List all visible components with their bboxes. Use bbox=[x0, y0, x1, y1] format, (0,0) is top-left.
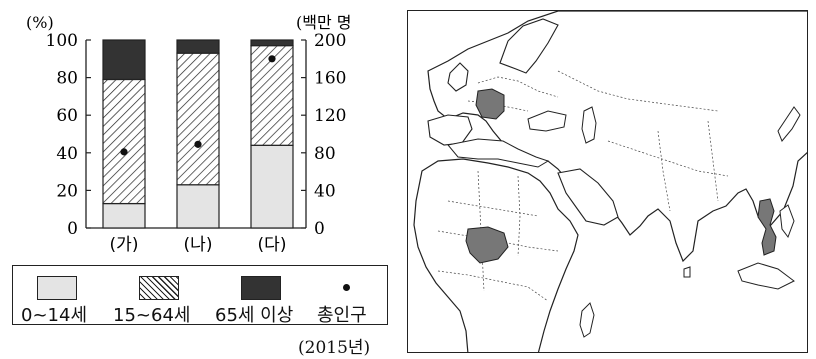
legend-label-15-64: 15~64세 bbox=[113, 305, 191, 326]
chart-legend: 0~14세 15~64세 65세 이상 총인구 bbox=[12, 265, 388, 326]
legend-swatch-0-14 bbox=[37, 276, 77, 300]
left-axis-label: (%) bbox=[26, 13, 54, 32]
philippines bbox=[779, 204, 795, 239]
bar-segment-0-14 bbox=[250, 144, 294, 229]
highlight-vietnam bbox=[757, 198, 777, 256]
left-tick-label: 60 bbox=[56, 106, 78, 126]
highlight-nigeria bbox=[465, 226, 509, 264]
map-svg bbox=[413, 11, 807, 352]
country-borders bbox=[437, 70, 729, 302]
legend-label-total-population: 총인구 bbox=[317, 305, 367, 326]
legend-label-0-14: 0~14세 bbox=[21, 305, 87, 326]
year-note: (2015년) bbox=[298, 338, 371, 358]
chart-total-population-dots bbox=[120, 55, 276, 156]
british-isles bbox=[447, 62, 469, 92]
legend-swatch-15-64 bbox=[139, 276, 179, 300]
mediterranean-sea bbox=[447, 138, 550, 168]
right-axis-label: (백만 명 bbox=[296, 13, 352, 32]
left-tick-label: 80 bbox=[56, 69, 78, 89]
bar-segment-0-14 bbox=[176, 184, 220, 229]
total-population-dot bbox=[194, 140, 202, 148]
black-sea bbox=[527, 110, 567, 132]
chart-bars bbox=[102, 39, 294, 229]
legend-swatch-65-plus bbox=[241, 276, 281, 300]
scandinavia bbox=[499, 18, 559, 74]
japan bbox=[777, 106, 801, 142]
category-label: (나) bbox=[184, 235, 213, 255]
legend-label-65-plus: 65세 이상 bbox=[215, 305, 294, 326]
bar-segment-65-plus bbox=[102, 39, 146, 81]
caspian-sea bbox=[581, 106, 597, 144]
southeast-asia-islands bbox=[737, 262, 795, 290]
highlight-germany bbox=[475, 88, 505, 120]
left-tick-label: 40 bbox=[56, 144, 78, 164]
iberia bbox=[427, 114, 473, 146]
bar-segment-65-plus bbox=[250, 39, 294, 47]
total-population-dot bbox=[268, 55, 276, 63]
total-population-dot bbox=[120, 148, 128, 156]
right-tick-label: 160 bbox=[314, 69, 346, 89]
world-map bbox=[407, 10, 808, 353]
legend-dot-total-population bbox=[343, 284, 350, 291]
category-label: (가) bbox=[110, 235, 139, 255]
left-tick-label: 100 bbox=[46, 31, 78, 51]
bar-segment-15-64 bbox=[176, 52, 220, 186]
bar-segment-15-64 bbox=[102, 78, 146, 205]
madagascar bbox=[579, 302, 595, 338]
right-tick-label: 120 bbox=[314, 106, 346, 126]
sri-lanka bbox=[683, 266, 691, 278]
right-tick-label: 0 bbox=[314, 219, 325, 239]
right-tick-label: 80 bbox=[314, 144, 336, 164]
bar-segment-15-64 bbox=[250, 45, 294, 146]
category-label: (다) bbox=[258, 235, 287, 255]
eurasia-landmass bbox=[427, 11, 807, 263]
left-tick-label: 0 bbox=[67, 219, 78, 239]
right-tick-label: 200 bbox=[314, 31, 346, 51]
bar-segment-65-plus bbox=[176, 39, 220, 54]
bar-segment-0-14 bbox=[102, 202, 146, 229]
arabian-peninsula bbox=[557, 168, 619, 226]
chart-axes: 0 20 40 60 80 100 0 40 80 120 160 200 (가) (나) (다) bbox=[46, 31, 347, 255]
right-tick-label: 40 bbox=[314, 181, 336, 201]
left-tick-label: 20 bbox=[56, 181, 78, 201]
